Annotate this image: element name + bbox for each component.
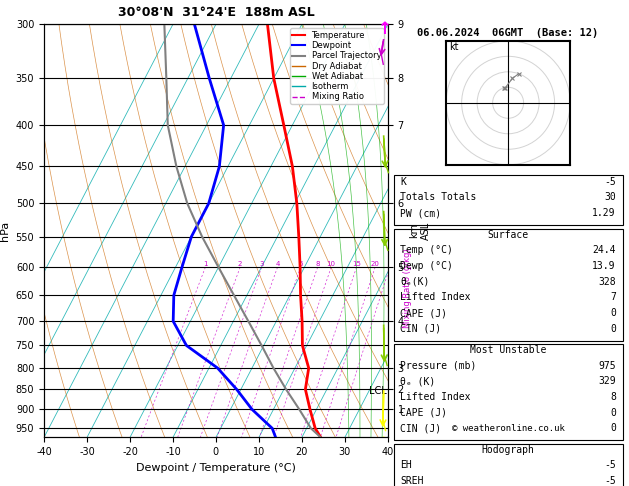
Text: PW (cm): PW (cm) (401, 208, 442, 218)
Legend: Temperature, Dewpoint, Parcel Trajectory, Dry Adiabat, Wet Adiabat, Isotherm, Mi: Temperature, Dewpoint, Parcel Trajectory… (290, 29, 384, 104)
Text: 328: 328 (598, 277, 616, 287)
Text: 8: 8 (610, 392, 616, 402)
Text: CIN (J): CIN (J) (401, 423, 442, 434)
Text: CIN (J): CIN (J) (401, 324, 442, 334)
Text: -5: -5 (604, 460, 616, 470)
Text: 329: 329 (598, 376, 616, 386)
Text: 13.9: 13.9 (593, 261, 616, 271)
Text: θₑ(K): θₑ(K) (401, 277, 430, 287)
Y-axis label: km
ASL: km ASL (409, 222, 431, 240)
Text: Hodograph: Hodograph (482, 445, 535, 455)
Text: Temp (°C): Temp (°C) (401, 245, 454, 255)
Text: LCL: LCL (369, 386, 386, 397)
Text: 7: 7 (610, 293, 616, 302)
Text: Dewp (°C): Dewp (°C) (401, 261, 454, 271)
Text: Lifted Index: Lifted Index (401, 293, 471, 302)
Text: 30: 30 (604, 192, 616, 203)
Text: θₑ (K): θₑ (K) (401, 376, 436, 386)
Bar (394, 444, 623, 486)
Text: Lifted Index: Lifted Index (401, 392, 471, 402)
Text: 10: 10 (326, 261, 336, 267)
Text: 975: 975 (598, 361, 616, 370)
Text: 4: 4 (276, 261, 280, 267)
Text: 06.06.2024  06GMT  (Base: 12): 06.06.2024 06GMT (Base: 12) (418, 29, 599, 38)
Text: 0: 0 (610, 324, 616, 334)
Text: Pressure (mb): Pressure (mb) (401, 361, 477, 370)
Text: Totals Totals: Totals Totals (401, 192, 477, 203)
Text: 2: 2 (238, 261, 242, 267)
Text: -5: -5 (604, 177, 616, 187)
Bar (394, 344, 623, 440)
Text: 1: 1 (203, 261, 208, 267)
Text: CAPE (J): CAPE (J) (401, 308, 447, 318)
Text: Mixing Ratio (g/kg): Mixing Ratio (g/kg) (403, 249, 412, 329)
Text: 6: 6 (298, 261, 303, 267)
Text: -5: -5 (604, 476, 616, 486)
Text: ↑: ↑ (378, 20, 392, 38)
X-axis label: Dewpoint / Temperature (°C): Dewpoint / Temperature (°C) (136, 463, 296, 473)
Text: EH: EH (401, 460, 412, 470)
Text: 0: 0 (610, 408, 616, 417)
Text: Most Unstable: Most Unstable (470, 345, 547, 355)
Text: 1.29: 1.29 (593, 208, 616, 218)
Text: CAPE (J): CAPE (J) (401, 408, 447, 417)
Text: 15: 15 (352, 261, 361, 267)
Text: 0: 0 (610, 423, 616, 434)
Bar (394, 229, 623, 341)
Text: 20: 20 (370, 261, 379, 267)
Text: © weatheronline.co.uk: © weatheronline.co.uk (452, 424, 565, 434)
Y-axis label: hPa: hPa (0, 221, 10, 241)
Text: 3: 3 (259, 261, 264, 267)
Bar (394, 175, 623, 226)
Text: SREH: SREH (401, 476, 424, 486)
Text: Surface: Surface (487, 230, 529, 240)
Text: 24.4: 24.4 (593, 245, 616, 255)
Text: K: K (401, 177, 406, 187)
Text: 8: 8 (315, 261, 320, 267)
Text: 0: 0 (610, 308, 616, 318)
Title: 30°08'N  31°24'E  188m ASL: 30°08'N 31°24'E 188m ASL (118, 6, 314, 19)
